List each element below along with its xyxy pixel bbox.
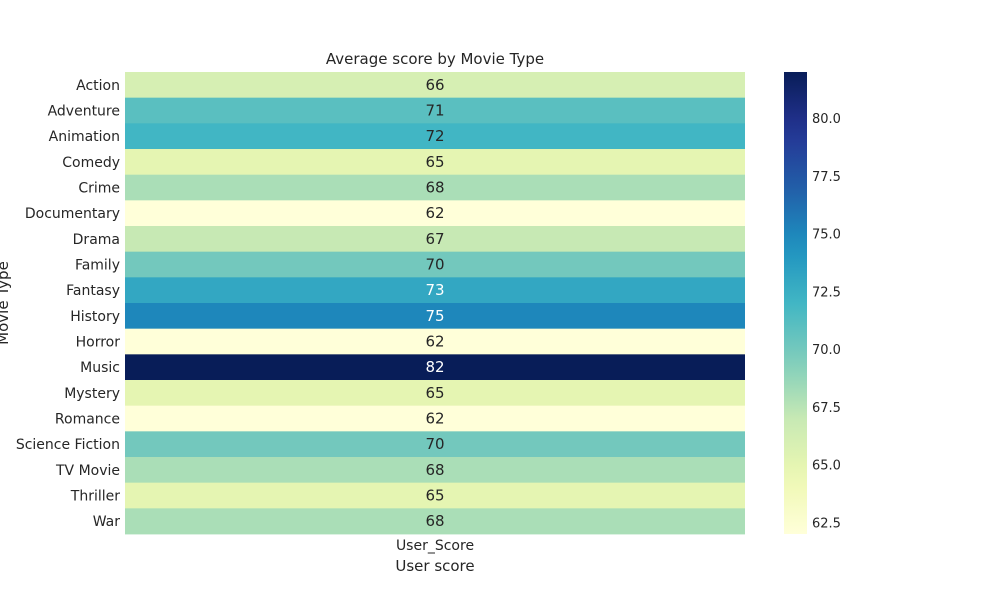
cell-value-label: 70 [425,435,444,453]
heatmap-cell [125,123,745,150]
colorbar-tick-label: 75.0 [812,228,841,243]
heatmap-cell [125,405,745,432]
heatmap-cell [125,97,745,124]
cell-value-label: 62 [425,410,444,428]
row-tick-label: TV Movie [55,463,120,479]
colorbar-tick-label: 62.5 [812,516,841,531]
row-tick-label: Music [80,360,120,376]
row-tick-label: Horror [76,335,121,351]
row-tick-label: Adventure [48,104,120,120]
heatmap-cell [125,277,745,304]
row-tick-label: Comedy [62,155,120,171]
cell-value-label: 67 [425,230,444,248]
heatmap-cell [125,200,745,227]
row-tick-label: Thriller [70,489,120,505]
heatmap-cell [125,431,745,458]
cell-value-label: 71 [425,102,444,120]
row-tick-label: Crime [78,181,120,197]
colorbar-gradient [784,72,807,534]
row-tick-label: Fantasy [66,283,120,299]
cell-value-label: 66 [425,76,444,94]
y-axis-label: Movie Type [0,261,12,345]
cell-value-label: 68 [425,461,444,479]
row-tick-label: History [70,309,120,325]
cell-value-label: 65 [425,153,444,171]
colorbar-tick-label: 77.5 [812,170,841,185]
row-tick-label: Mystery [64,386,120,402]
colorbar-tick-label: 80.0 [812,112,841,127]
row-tick-label: Documentary [25,206,120,222]
cell-value-label: 70 [425,256,444,274]
cell-value-label: 65 [425,487,444,505]
colorbar-tick-label: 65.0 [812,459,841,474]
row-tick-label: Science Fiction [16,437,120,453]
heatmap-cell [125,328,745,355]
row-tick-label: Family [75,258,120,274]
heatmap-cell [125,226,745,253]
heatmap-cells: 66 71 72 65 68 62 67 70 73 75 62 82 65 62 70 68 65 68 [125,72,745,535]
cell-value-label: 75 [425,307,444,325]
cell-value-label: 62 [425,333,444,351]
cell-value-label: 73 [425,281,444,299]
heatmap-cell [125,149,745,176]
heatmap-cell [125,482,745,509]
heatmap-cell [125,251,745,278]
x-axis-label: User score [395,557,474,575]
cell-value-label: 72 [425,127,444,145]
heatmap-cell [125,72,745,99]
chart-title: Average score by Movie Type [326,50,544,68]
column-tick-label: User_Score [396,538,474,554]
row-tick-labels: Action Adventure Animation Comedy Crime Docum… [16,78,120,530]
cell-value-label: 82 [425,358,444,376]
colorbar-tick-label: 72.5 [812,285,841,300]
row-tick-label: War [93,514,121,530]
heatmap-cell [125,380,745,407]
column-tick-labels: User_Score [396,538,474,554]
row-tick-label: Animation [49,129,120,145]
cell-value-label: 65 [425,384,444,402]
heatmap-cell [125,174,745,201]
heatmap-cell [125,303,745,330]
colorbar-tick-label: 70.0 [812,343,841,358]
row-tick-label: Action [76,78,120,94]
row-tick-label: Romance [55,412,120,428]
cell-value-label: 68 [425,512,444,530]
cell-value-label: 68 [425,179,444,197]
row-tick-label: Drama [73,232,120,248]
heatmap-cell [125,354,745,381]
heatmap-cell [125,508,745,535]
colorbar-tick-label: 67.5 [812,401,841,416]
colorbar: 62.5 65.0 67.5 70.0 72.5 75.0 77.5 80.0 [784,72,841,534]
cell-value-label: 62 [425,204,444,222]
colorbar-ticks: 62.5 65.0 67.5 70.0 72.5 75.0 77.5 80.0 [812,112,841,531]
heatmap-cell [125,457,745,484]
